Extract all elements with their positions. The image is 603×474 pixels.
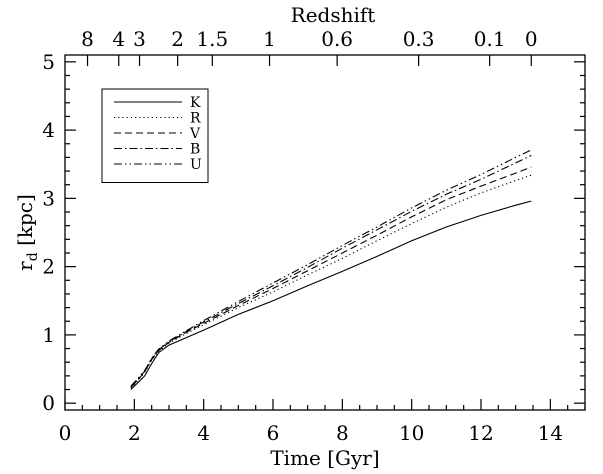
ticks-layer	[64, 55, 586, 410]
legend-label-V: V	[189, 126, 201, 142]
y-tick-label: 5	[42, 50, 55, 74]
top-axis-title: Redshift	[291, 3, 376, 27]
legend-label-B: B	[190, 142, 200, 158]
x-tick-label: 14	[538, 421, 563, 445]
top-tick-label: 8	[81, 27, 94, 51]
y-axis-title: rd [kpc]	[13, 194, 41, 271]
y-axis-title-subscript: d	[25, 252, 41, 261]
y-axis-title-main: r	[13, 261, 37, 271]
plot-frame	[64, 54, 586, 411]
y-tick-label: 1	[42, 323, 55, 347]
x-tick-label: 0	[59, 421, 72, 445]
x-tick-label: 12	[468, 421, 493, 445]
top-tick-label: 3	[133, 27, 146, 51]
x-tick-label: 2	[128, 421, 141, 445]
y-axis-title-unit: [kpc]	[13, 194, 37, 252]
legend-label-U: U	[190, 157, 202, 173]
x-axis-title: Time [Gyr]	[270, 446, 379, 470]
legend-box	[101, 88, 209, 183]
series-line-K	[130, 200, 532, 390]
legend-label-R: R	[190, 111, 201, 127]
top-tick-label: 1	[263, 27, 276, 51]
top-tick-label: 0	[525, 27, 538, 51]
top-tick-label: 2	[171, 27, 184, 51]
series-line-U	[130, 149, 532, 387]
x-tick-label: 6	[267, 421, 280, 445]
y-tick-label: 0	[42, 391, 55, 415]
x-tick-label: 8	[336, 421, 349, 445]
series-line-V	[130, 166, 532, 388]
y-tick-label: 3	[42, 186, 55, 210]
x-tick-label: 4	[197, 421, 210, 445]
y-tick-label: 4	[42, 118, 55, 142]
legend-label-K: K	[190, 95, 201, 111]
top-tick-label: 1.5	[196, 27, 228, 51]
top-tick-label: 0.3	[403, 27, 435, 51]
series-lines	[130, 149, 532, 390]
y-tick-label: 2	[42, 255, 55, 279]
x-tick-label: 10	[399, 421, 424, 445]
top-tick-label: 0.1	[474, 27, 506, 51]
top-tick-label: 4	[112, 27, 125, 51]
top-tick-label: 0.6	[321, 27, 353, 51]
series-line-R	[130, 174, 532, 389]
